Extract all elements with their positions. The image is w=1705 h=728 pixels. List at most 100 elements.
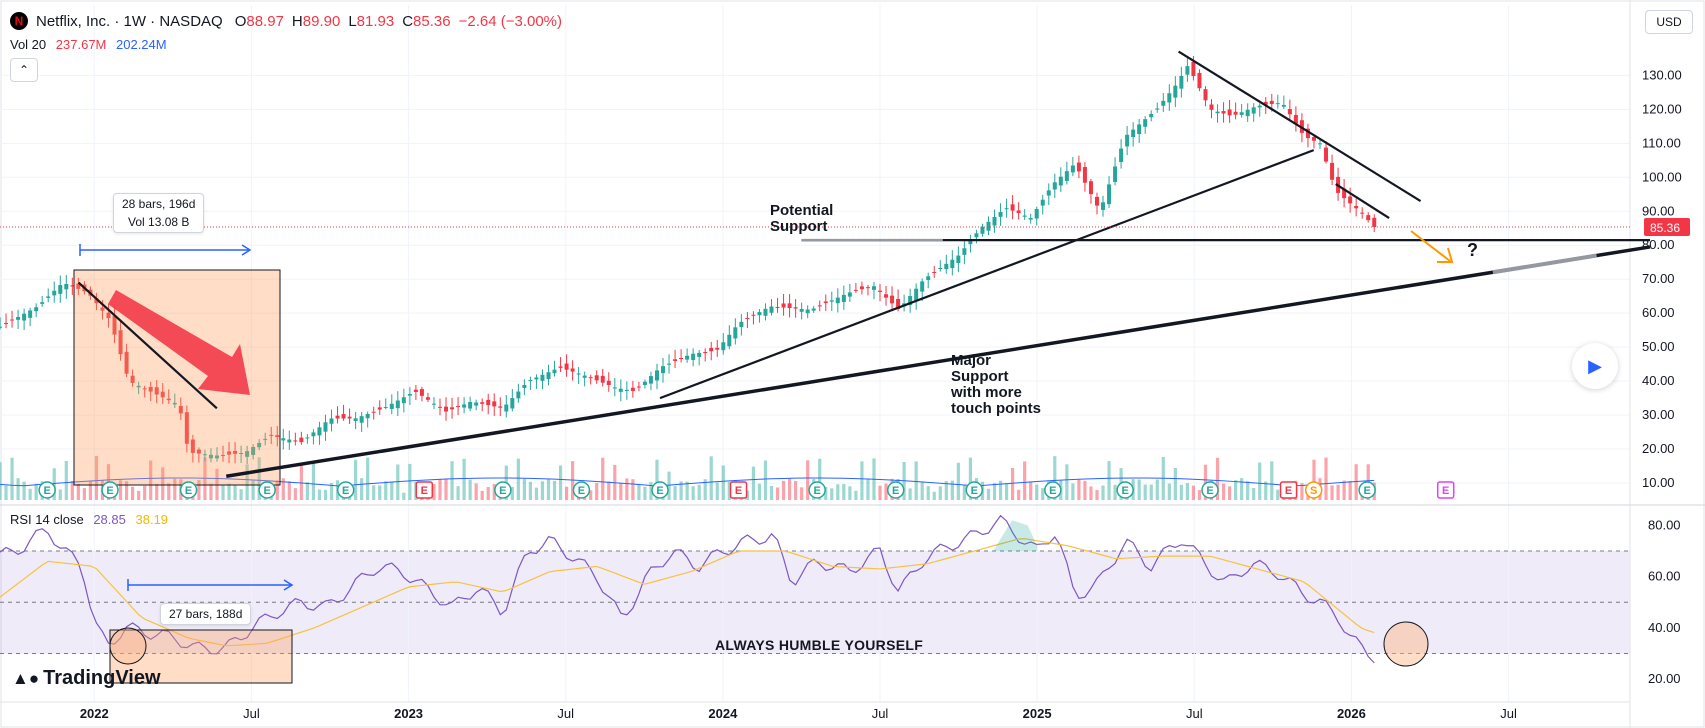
major-support-annotation[interactable]: Major Support with more touch points [951,353,1041,417]
earnings-marker-icon[interactable]: E [38,481,56,499]
candle-body [1094,196,1099,206]
replay-button[interactable]: ▶ [1572,343,1618,389]
volume-bar [1041,488,1045,500]
earnings-marker-icon[interactable]: E [886,481,905,499]
rsi-axis-label: 80.00 [1648,517,1681,532]
volume-value: 237.67M [55,37,107,52]
annotation-line: Support [770,218,828,235]
volume-bar [631,479,635,500]
volume-bar [824,486,828,500]
candle-body [468,402,473,409]
potential-support-annotation[interactable]: Potential Support [770,203,833,235]
volume-bar [794,480,798,500]
secondary-support-line[interactable] [659,149,1315,400]
earnings-marker-icon[interactable]: E [494,481,512,499]
earnings-marker-icon[interactable]: E [1116,481,1134,499]
earnings-marker-icon[interactable]: E [258,481,276,499]
volume-bar [1035,484,1039,500]
candle-body [214,455,219,459]
earnings-marker-icon[interactable]: E [1436,481,1455,499]
earnings-marker-icon[interactable]: E [101,481,119,499]
candle-body [1155,108,1160,110]
rsi-ma-line [0,538,1375,647]
earnings-marker-icon[interactable]: E [336,481,355,499]
earnings-marker-icon[interactable]: E [729,481,748,499]
candle-body [1275,103,1280,105]
candle-body [347,416,352,419]
earnings-marker-icon[interactable]: E [1358,481,1376,499]
candle-body [733,327,738,339]
measure-bars-text: 27 bars, 188d [169,607,243,621]
currency-button[interactable]: USD [1645,10,1693,34]
candle-body [281,438,286,441]
volume-bar [534,487,539,500]
candle-body [450,407,455,410]
upper-resistance-line[interactable] [1177,50,1422,203]
question-annotation[interactable]: ? [1467,240,1478,260]
rsi-ma-value: 38.19 [135,512,169,527]
time-axis-label: Jul [1186,706,1203,721]
volume-bar [510,486,514,500]
candle-body [841,294,846,303]
major-support-line[interactable] [226,245,1651,478]
candle-body [1040,199,1045,206]
earnings-marker-icon[interactable]: E [808,481,826,499]
earnings-marker-icon[interactable]: E [965,481,984,499]
candle-body [1281,104,1286,107]
candle-body [142,388,147,390]
volume-bar [82,488,86,500]
candle-body [263,438,268,440]
rsi-overbought-fill [993,520,1038,552]
candle-body [22,313,27,321]
volume-bar [10,457,14,500]
earnings-marker-icon[interactable]: E [572,481,591,499]
rsi-legend[interactable]: RSI 14 close 28.85 38.19 [10,512,168,527]
candle-body [739,321,744,328]
short-resistance-line[interactable] [1335,183,1390,219]
earnings-marker-icon[interactable]: E [415,481,434,499]
tradingview-logo[interactable]: ▲● TradingView [12,667,161,690]
candle-body [908,296,913,306]
volume-bar [215,468,219,500]
high-label: H [291,12,303,30]
volume-bar [637,484,641,500]
volume-bar [1185,483,1189,500]
candle-body [1034,209,1039,219]
volume-bar [1300,483,1304,500]
symbol-title[interactable]: Netflix, Inc. · 1W · NASDAQ [36,12,223,30]
price-axis-label: 40.00 [1642,373,1675,388]
volume-bar [595,483,599,500]
candle-body [781,303,786,308]
candle-body [878,290,882,292]
split-marker-icon[interactable]: S [1304,481,1323,499]
candle-body [612,387,617,389]
volume-bar [1221,483,1226,500]
candle-body [498,406,503,408]
crash-trendline[interactable] [77,281,218,410]
candle-body [190,439,195,453]
earnings-marker-icon[interactable]: E [1201,481,1219,499]
volume-bar [1246,481,1250,500]
candle-body [751,314,756,316]
volume-bar [311,461,316,500]
earnings-marker-icon[interactable]: E [179,481,198,499]
price-axis-label: 80.00 [1642,237,1675,252]
candle-body [136,385,141,388]
earnings-marker-icon[interactable]: E [1044,481,1062,499]
earnings-marker-icon[interactable]: E [1279,481,1298,499]
volume-legend[interactable]: Vol 20 237.67M 202.24M [10,37,167,52]
candle-body [667,363,672,365]
rsi-range-box [109,629,293,684]
volume-bar [607,481,611,500]
candle-body [775,306,780,308]
candle-body [124,351,129,374]
humble-annotation[interactable]: ALWAYS HUMBLE YOURSELF [715,637,924,653]
volume-bar [1089,486,1093,500]
earnings-marker-icon[interactable]: E [651,481,669,499]
time-axis-label: Jul [243,706,260,721]
candle-body [359,416,364,423]
collapse-legend-button[interactable]: ⌃ [10,58,38,82]
candle-body [184,412,189,444]
candle-body [884,294,889,298]
